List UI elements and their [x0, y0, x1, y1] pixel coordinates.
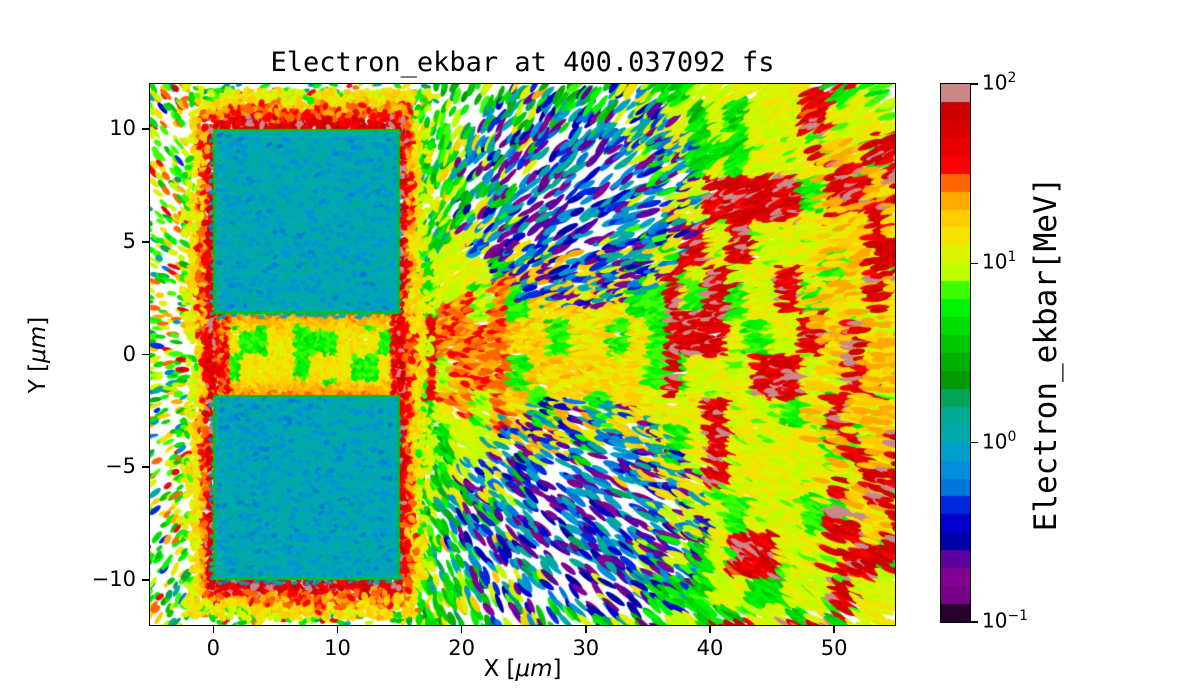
y-tick-label: 0 — [122, 341, 136, 366]
x-tick-label: 20 — [448, 636, 476, 660]
y-axis-label: Y [μm] — [25, 316, 51, 394]
x-tick-mark — [833, 626, 835, 633]
colorbar-tick-label: 101 — [982, 249, 1017, 274]
y-tick-mark — [142, 466, 149, 468]
y-tick-mark — [142, 241, 149, 243]
x-tick-label: 50 — [820, 636, 848, 660]
x-tick-mark — [709, 626, 711, 633]
heatmap-canvas — [150, 84, 895, 625]
colorbar-tick-mark — [971, 83, 978, 85]
y-tick-mark — [142, 353, 149, 356]
y-tick-label: −10 — [91, 566, 136, 591]
x-tick-label: 40 — [696, 636, 724, 660]
colorbar-tick-label: 100 — [982, 428, 1017, 454]
colorbar-label: Electron_ekbar[MeV] — [1028, 176, 1064, 532]
colorbar-tick-mark — [971, 621, 978, 623]
x-tick-label: 0 — [206, 636, 220, 660]
colorbar-tick-mark — [971, 441, 978, 444]
x-tick-mark — [336, 626, 339, 633]
y-tick-label: 10 — [109, 116, 136, 141]
y-tick-label: −5 — [105, 454, 136, 479]
y-tick-mark — [142, 579, 149, 581]
x-tick-label: 10 — [324, 636, 351, 660]
colorbar-tick-mark — [971, 262, 978, 265]
x-tick-mark — [212, 626, 215, 633]
y-tick-mark — [142, 128, 149, 130]
colorbar-tick-label: 102 — [982, 70, 1017, 95]
colorbar-tick-label: 10−1 — [982, 608, 1029, 633]
x-axis-label: X [μm] — [483, 656, 562, 682]
plot-area — [149, 83, 896, 626]
y-tick-label: 5 — [122, 228, 136, 253]
chart-title: Electron_ekbar at 400.037092 fs — [270, 47, 775, 78]
x-tick-mark — [585, 626, 587, 633]
x-tick-mark — [460, 626, 463, 633]
colorbar-canvas — [941, 84, 970, 622]
x-tick-label: 30 — [572, 636, 600, 660]
colorbar — [940, 83, 971, 623]
